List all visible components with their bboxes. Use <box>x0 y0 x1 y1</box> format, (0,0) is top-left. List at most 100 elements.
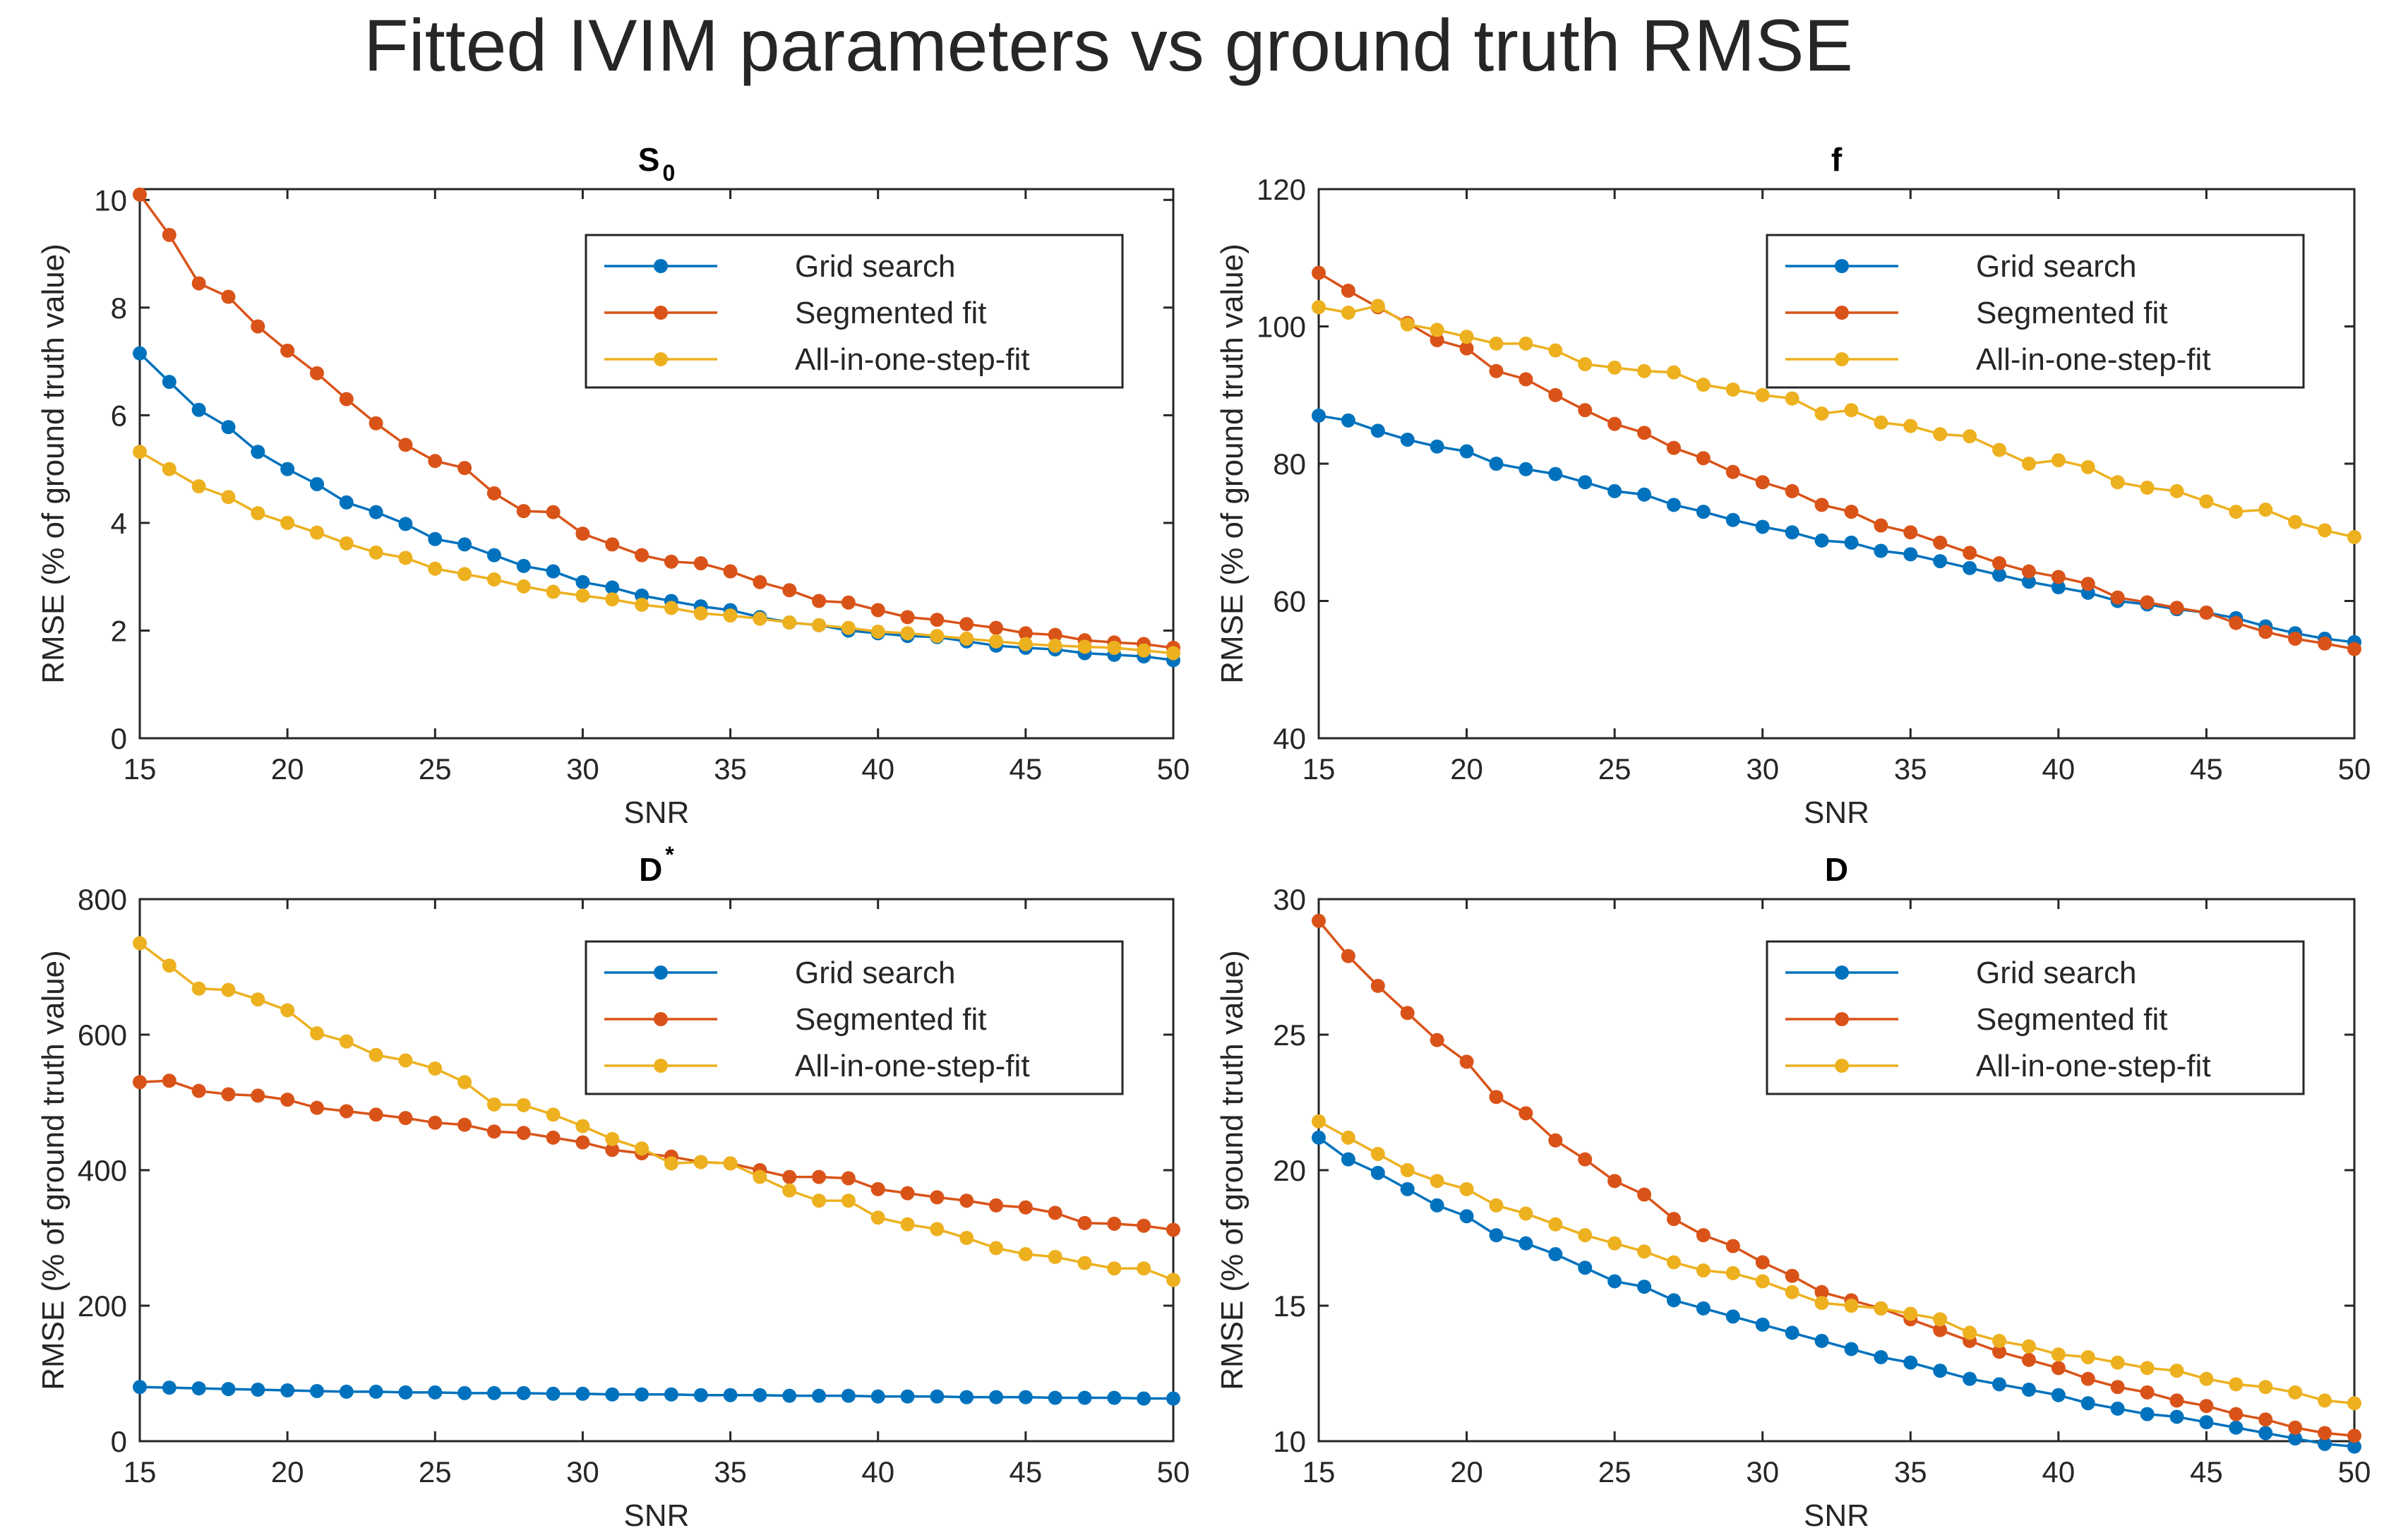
y-tick-label: 8 <box>111 291 127 325</box>
data-point <box>486 1097 501 1112</box>
data-point <box>693 556 708 571</box>
data-point <box>516 579 531 594</box>
data-point <box>1666 498 1681 512</box>
data-point <box>221 1087 236 1102</box>
data-point <box>1519 1206 1533 1221</box>
data-point <box>2169 1393 2184 1408</box>
legend-entry-label: All-in-one-step-fit <box>1976 342 2211 377</box>
data-point <box>546 505 561 519</box>
data-point <box>251 1088 265 1103</box>
data-point <box>2229 1377 2244 1392</box>
data-point <box>309 476 324 491</box>
data-point <box>575 575 590 589</box>
data-point <box>575 527 590 541</box>
data-point <box>989 1241 1004 1256</box>
data-point <box>930 629 945 644</box>
data-point <box>2199 1371 2214 1386</box>
data-point <box>369 505 383 519</box>
data-point <box>2169 483 2184 498</box>
data-point <box>1400 1181 1415 1196</box>
data-point <box>1637 1187 1652 1202</box>
data-point <box>2140 1385 2155 1400</box>
data-point <box>280 1383 295 1397</box>
data-point <box>2140 1407 2155 1421</box>
data-point <box>1696 1301 1711 1316</box>
data-point <box>812 594 827 608</box>
data-point <box>1489 363 1504 378</box>
y-tick-label: 600 <box>78 1018 127 1052</box>
data-point <box>664 554 678 569</box>
data-point <box>339 1034 354 1049</box>
data-point <box>635 548 649 563</box>
legend-entry-label: All-in-one-step-fit <box>795 342 1030 377</box>
data-point <box>605 580 620 595</box>
x-tick-label: 20 <box>1450 752 1483 786</box>
data-point <box>546 584 561 599</box>
data-point <box>2080 1349 2095 1364</box>
data-point <box>309 525 324 540</box>
x-tick-label: 25 <box>1598 1455 1631 1488</box>
legend-entry-label: All-in-one-step-fit <box>795 1049 1030 1083</box>
data-point <box>2051 453 2066 468</box>
y-tick-label: 120 <box>1257 173 1306 206</box>
data-point <box>1933 554 1948 569</box>
data-point <box>2318 636 2332 651</box>
data-point <box>191 981 206 996</box>
data-point <box>782 1388 797 1403</box>
data-point <box>1666 1212 1681 1227</box>
legend-box <box>1766 940 2305 1095</box>
data-point <box>1696 1228 1711 1243</box>
data-point <box>1578 1152 1593 1167</box>
data-point <box>2258 1426 2273 1440</box>
x-tick-label: 30 <box>566 1455 599 1488</box>
data-point <box>486 486 501 500</box>
data-point <box>221 1382 236 1397</box>
data-point <box>546 564 561 579</box>
data-point <box>2051 570 2066 584</box>
y-tick-label: 0 <box>111 722 127 755</box>
data-point <box>782 615 797 630</box>
data-point <box>841 1171 856 1186</box>
data-point <box>1400 317 1415 332</box>
x-tick-label: 50 <box>2338 1455 2371 1488</box>
legend-entry-label: Segmented fit <box>795 296 987 330</box>
data-point <box>1903 1306 1918 1321</box>
data-point <box>2229 505 2244 519</box>
data-point <box>1519 462 1533 476</box>
legend-marker <box>1835 259 1849 273</box>
data-point <box>1430 439 1444 454</box>
data-point <box>1637 426 1652 440</box>
data-point <box>1814 1296 1829 1311</box>
data-point <box>1077 1215 1092 1230</box>
x-tick-label: 45 <box>1009 1455 1042 1488</box>
data-point <box>2169 601 2184 615</box>
legend-marker <box>1835 965 1849 980</box>
data-point <box>1963 1325 1977 1340</box>
data-point <box>1341 1130 1355 1145</box>
data-point <box>693 1388 708 1402</box>
data-point <box>2258 625 2273 639</box>
data-point <box>635 1387 649 1402</box>
data-point <box>1489 1198 1504 1213</box>
data-point <box>1844 1342 1859 1356</box>
data-point <box>812 618 827 632</box>
data-point <box>1992 1345 2007 1359</box>
data-point <box>1755 387 1770 402</box>
data-point <box>1903 547 1918 562</box>
data-point <box>546 1386 561 1401</box>
data-point <box>162 375 176 390</box>
x-tick-label: 45 <box>2190 752 2223 786</box>
data-point <box>1963 560 1977 575</box>
data-point <box>1400 1163 1415 1177</box>
data-point <box>1637 363 1652 378</box>
data-point <box>280 515 295 530</box>
data-point <box>1107 1261 1122 1276</box>
data-point <box>2169 1409 2184 1424</box>
data-point <box>1874 1349 1888 1364</box>
data-point <box>339 1384 354 1399</box>
data-point <box>2021 575 2036 589</box>
data-point <box>457 1075 472 1090</box>
data-point <box>1963 546 1977 560</box>
data-point <box>1077 1256 1092 1270</box>
data-point <box>664 1156 678 1171</box>
